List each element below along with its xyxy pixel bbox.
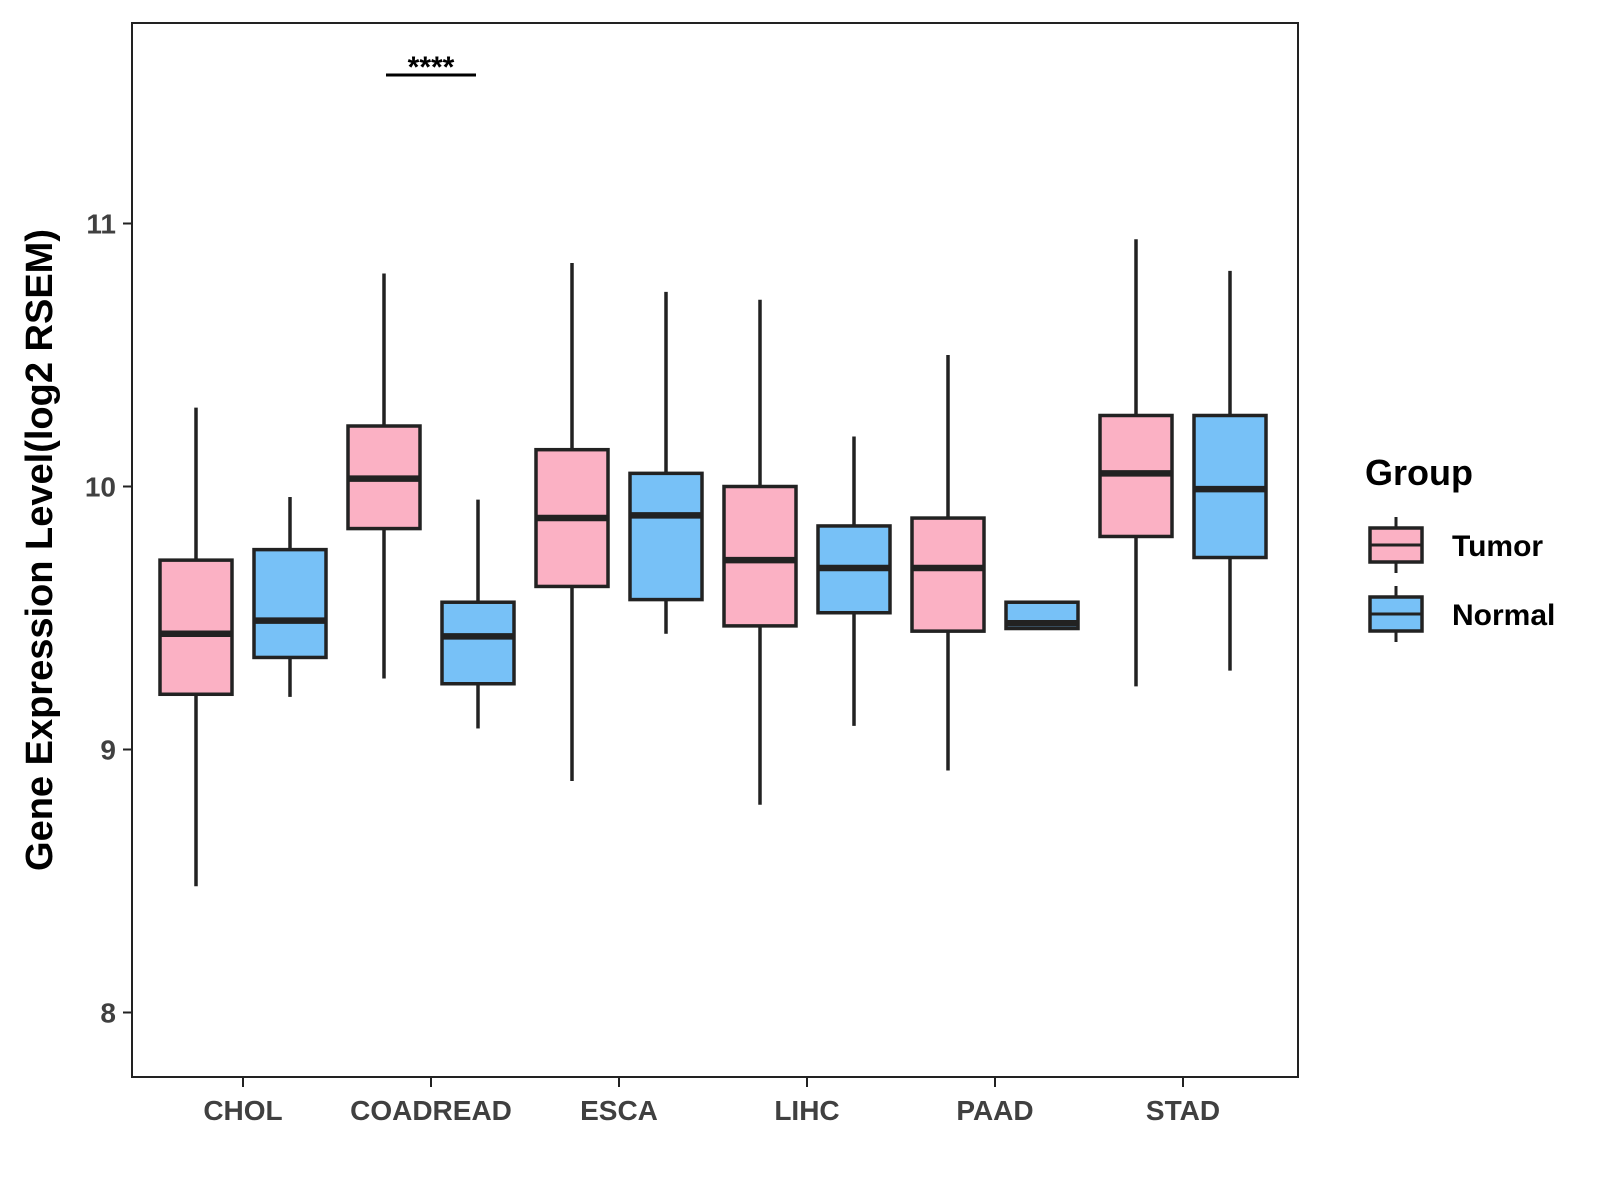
x-tick-label-esca: ESCA: [580, 1095, 658, 1126]
box-tumor-coadread: [346, 273, 422, 679]
box-tumor-stad: [1098, 239, 1174, 687]
legend-entry-tumor: Tumor: [1368, 517, 1543, 573]
x-axis: CHOL COADREAD ESCA LIHC PAAD STAD: [203, 1077, 1220, 1126]
y-axis: 8 9 10 11: [85, 209, 132, 1029]
x-tick-label-paad: PAAD: [956, 1095, 1033, 1126]
legend-label: Normal: [1452, 599, 1555, 632]
x-tick-label-chol: CHOL: [203, 1095, 282, 1126]
box-iqr: [252, 547, 328, 660]
x-tick-label-stad: STAD: [1146, 1095, 1220, 1126]
box-series: [158, 239, 1268, 887]
box-iqr: [722, 484, 798, 628]
legend-entry-normal: Normal: [1368, 586, 1555, 642]
legend-label: Tumor: [1452, 530, 1543, 563]
significance-annotations: ****: [386, 51, 476, 84]
y-tick-label: 11: [86, 209, 116, 240]
box-iqr: [910, 516, 986, 633]
y-axis-title: Gene Expression Level(log2 RSEM): [19, 229, 61, 871]
legend: Group Tumor Normal: [1365, 452, 1555, 642]
box-tumor-esca: [534, 262, 610, 782]
box-tumor-lihc: [722, 299, 798, 805]
box-normal-stad: [1192, 270, 1268, 671]
box-normal-chol: [252, 497, 328, 697]
significance-label: ****: [408, 51, 455, 84]
box-normal-esca: [628, 291, 704, 634]
legend-title: Group: [1365, 452, 1473, 493]
box-iqr: [628, 471, 704, 602]
box-iqr: [158, 558, 234, 697]
box-normal-lihc: [816, 436, 892, 726]
box-iqr: [440, 600, 516, 686]
box-normal-coadread: [440, 499, 516, 729]
y-tick-label: 10: [85, 472, 116, 503]
box-tumor-paad: [910, 355, 986, 771]
box-normal-paad: [1004, 600, 1080, 631]
box-tumor-chol: [158, 407, 234, 887]
x-tick-label-lihc: LIHC: [774, 1095, 839, 1126]
y-tick-label: 8: [100, 998, 116, 1029]
x-tick-label-coadread: COADREAD: [350, 1095, 512, 1126]
y-tick-label: 9: [100, 735, 116, 766]
